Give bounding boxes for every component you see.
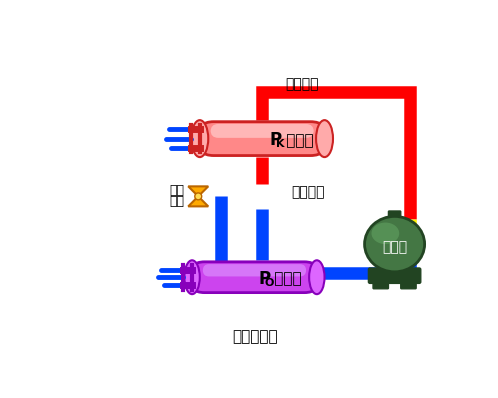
FancyBboxPatch shape [203,264,306,277]
Text: 冷凝器: 冷凝器 [281,133,313,148]
Text: 低压部分: 低压部分 [292,185,325,199]
Polygon shape [188,196,208,207]
Text: 节流: 节流 [169,185,184,197]
Text: P: P [258,270,270,288]
Text: 高压部分: 高压部分 [285,77,319,91]
Polygon shape [188,186,208,196]
Text: P: P [270,131,282,149]
Ellipse shape [191,120,208,157]
Text: 压缩式制冷: 压缩式制冷 [233,329,278,344]
FancyBboxPatch shape [373,279,388,289]
Text: K: K [276,139,284,149]
Ellipse shape [316,120,333,157]
Ellipse shape [372,222,399,244]
Text: 蒸发器: 蒸发器 [269,271,302,286]
FancyBboxPatch shape [401,279,416,289]
Ellipse shape [309,260,325,294]
FancyBboxPatch shape [369,268,421,283]
Ellipse shape [195,193,202,200]
FancyBboxPatch shape [197,122,328,156]
FancyBboxPatch shape [189,262,320,293]
FancyBboxPatch shape [388,211,401,223]
Ellipse shape [365,217,425,272]
Text: 机构: 机构 [169,195,184,208]
Text: O: O [264,278,274,288]
Ellipse shape [184,260,200,294]
Text: 压缩机: 压缩机 [382,240,407,254]
FancyBboxPatch shape [211,124,314,138]
